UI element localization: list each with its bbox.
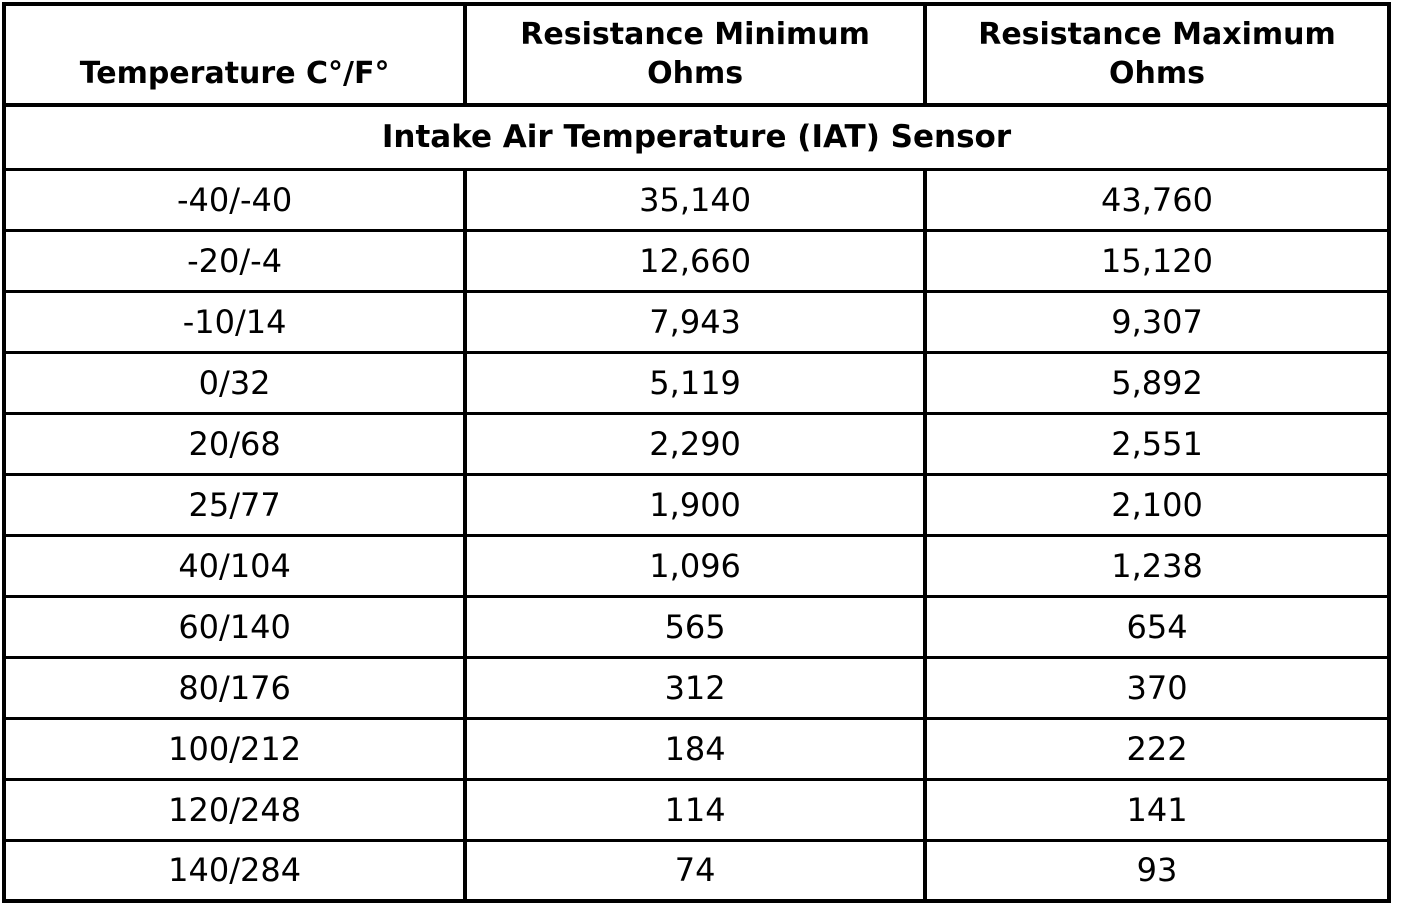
temp-cell: 100/212: [1, 716, 468, 781]
table-row: 140/284 74 93: [1, 838, 1391, 903]
table-row: 40/104 1,096 1,238: [1, 533, 1391, 598]
temp-cell: 40/104: [1, 533, 468, 598]
temp-cell: 20/68: [1, 411, 468, 476]
min-ohms-cell: 12,660: [463, 228, 928, 293]
iat-sensor-resistance-table: Temperature C°/F° Resistance Minimum Ohm…: [1, 2, 1391, 903]
min-ohms-cell: 1,900: [463, 472, 928, 537]
table-row: -10/14 7,943 9,307: [1, 289, 1391, 354]
min-ohms-cell: 2,290: [463, 411, 928, 476]
min-ohms-cell: 5,119: [463, 350, 928, 415]
temp-cell: -40/-40: [1, 167, 468, 232]
col-header-temperature: Temperature C°/F°: [1, 2, 468, 107]
col-header-resistance-max: Resistance Maximum Ohms: [923, 2, 1391, 107]
table-row: 20/68 2,290 2,551: [1, 411, 1391, 476]
max-ohms-cell: 43,760: [923, 167, 1391, 232]
table-row: 120/248 114 141: [1, 777, 1391, 842]
min-ohms-cell: 114: [463, 777, 928, 842]
max-ohms-cell: 654: [923, 594, 1391, 659]
section-title: Intake Air Temperature (IAT) Sensor: [2, 103, 1391, 171]
col-header-resistance-min: Resistance Minimum Ohms: [463, 2, 928, 107]
min-ohms-cell: 565: [463, 594, 928, 659]
table-row: 0/32 5,119 5,892: [1, 350, 1391, 415]
temp-cell: 0/32: [1, 350, 468, 415]
table-row: -20/-4 12,660 15,120: [1, 228, 1391, 293]
min-ohms-cell: 184: [463, 716, 928, 781]
temp-cell: 120/248: [1, 777, 468, 842]
temp-cell: -20/-4: [1, 228, 468, 293]
max-ohms-cell: 5,892: [923, 350, 1391, 415]
table-row: 60/140 565 654: [1, 594, 1391, 659]
temp-cell: 140/284: [1, 838, 468, 903]
max-ohms-cell: 93: [923, 838, 1391, 903]
min-ohms-cell: 74: [463, 838, 928, 903]
table-row: 25/77 1,900 2,100: [1, 472, 1391, 537]
max-ohms-cell: 15,120: [923, 228, 1391, 293]
max-ohms-cell: 1,238: [923, 533, 1391, 598]
max-ohms-cell: 370: [923, 655, 1391, 720]
min-ohms-cell: 35,140: [463, 167, 928, 232]
max-ohms-cell: 141: [923, 777, 1391, 842]
min-ohms-cell: 1,096: [463, 533, 928, 598]
max-ohms-cell: 2,551: [923, 411, 1391, 476]
section-title-row: Intake Air Temperature (IAT) Sensor: [2, 103, 1391, 171]
max-ohms-cell: 222: [923, 716, 1391, 781]
temp-cell: 80/176: [1, 655, 468, 720]
table-row: -40/-40 35,140 43,760: [1, 167, 1391, 232]
max-ohms-cell: 2,100: [923, 472, 1391, 537]
min-ohms-cell: 7,943: [463, 289, 928, 354]
table-row: 100/212 184 222: [1, 716, 1391, 781]
header-row: Temperature C°/F° Resistance Minimum Ohm…: [1, 2, 1391, 107]
temp-cell: -10/14: [1, 289, 468, 354]
temp-cell: 60/140: [1, 594, 468, 659]
max-ohms-cell: 9,307: [923, 289, 1391, 354]
temp-cell: 25/77: [1, 472, 468, 537]
min-ohms-cell: 312: [463, 655, 928, 720]
table-row: 80/176 312 370: [1, 655, 1391, 720]
